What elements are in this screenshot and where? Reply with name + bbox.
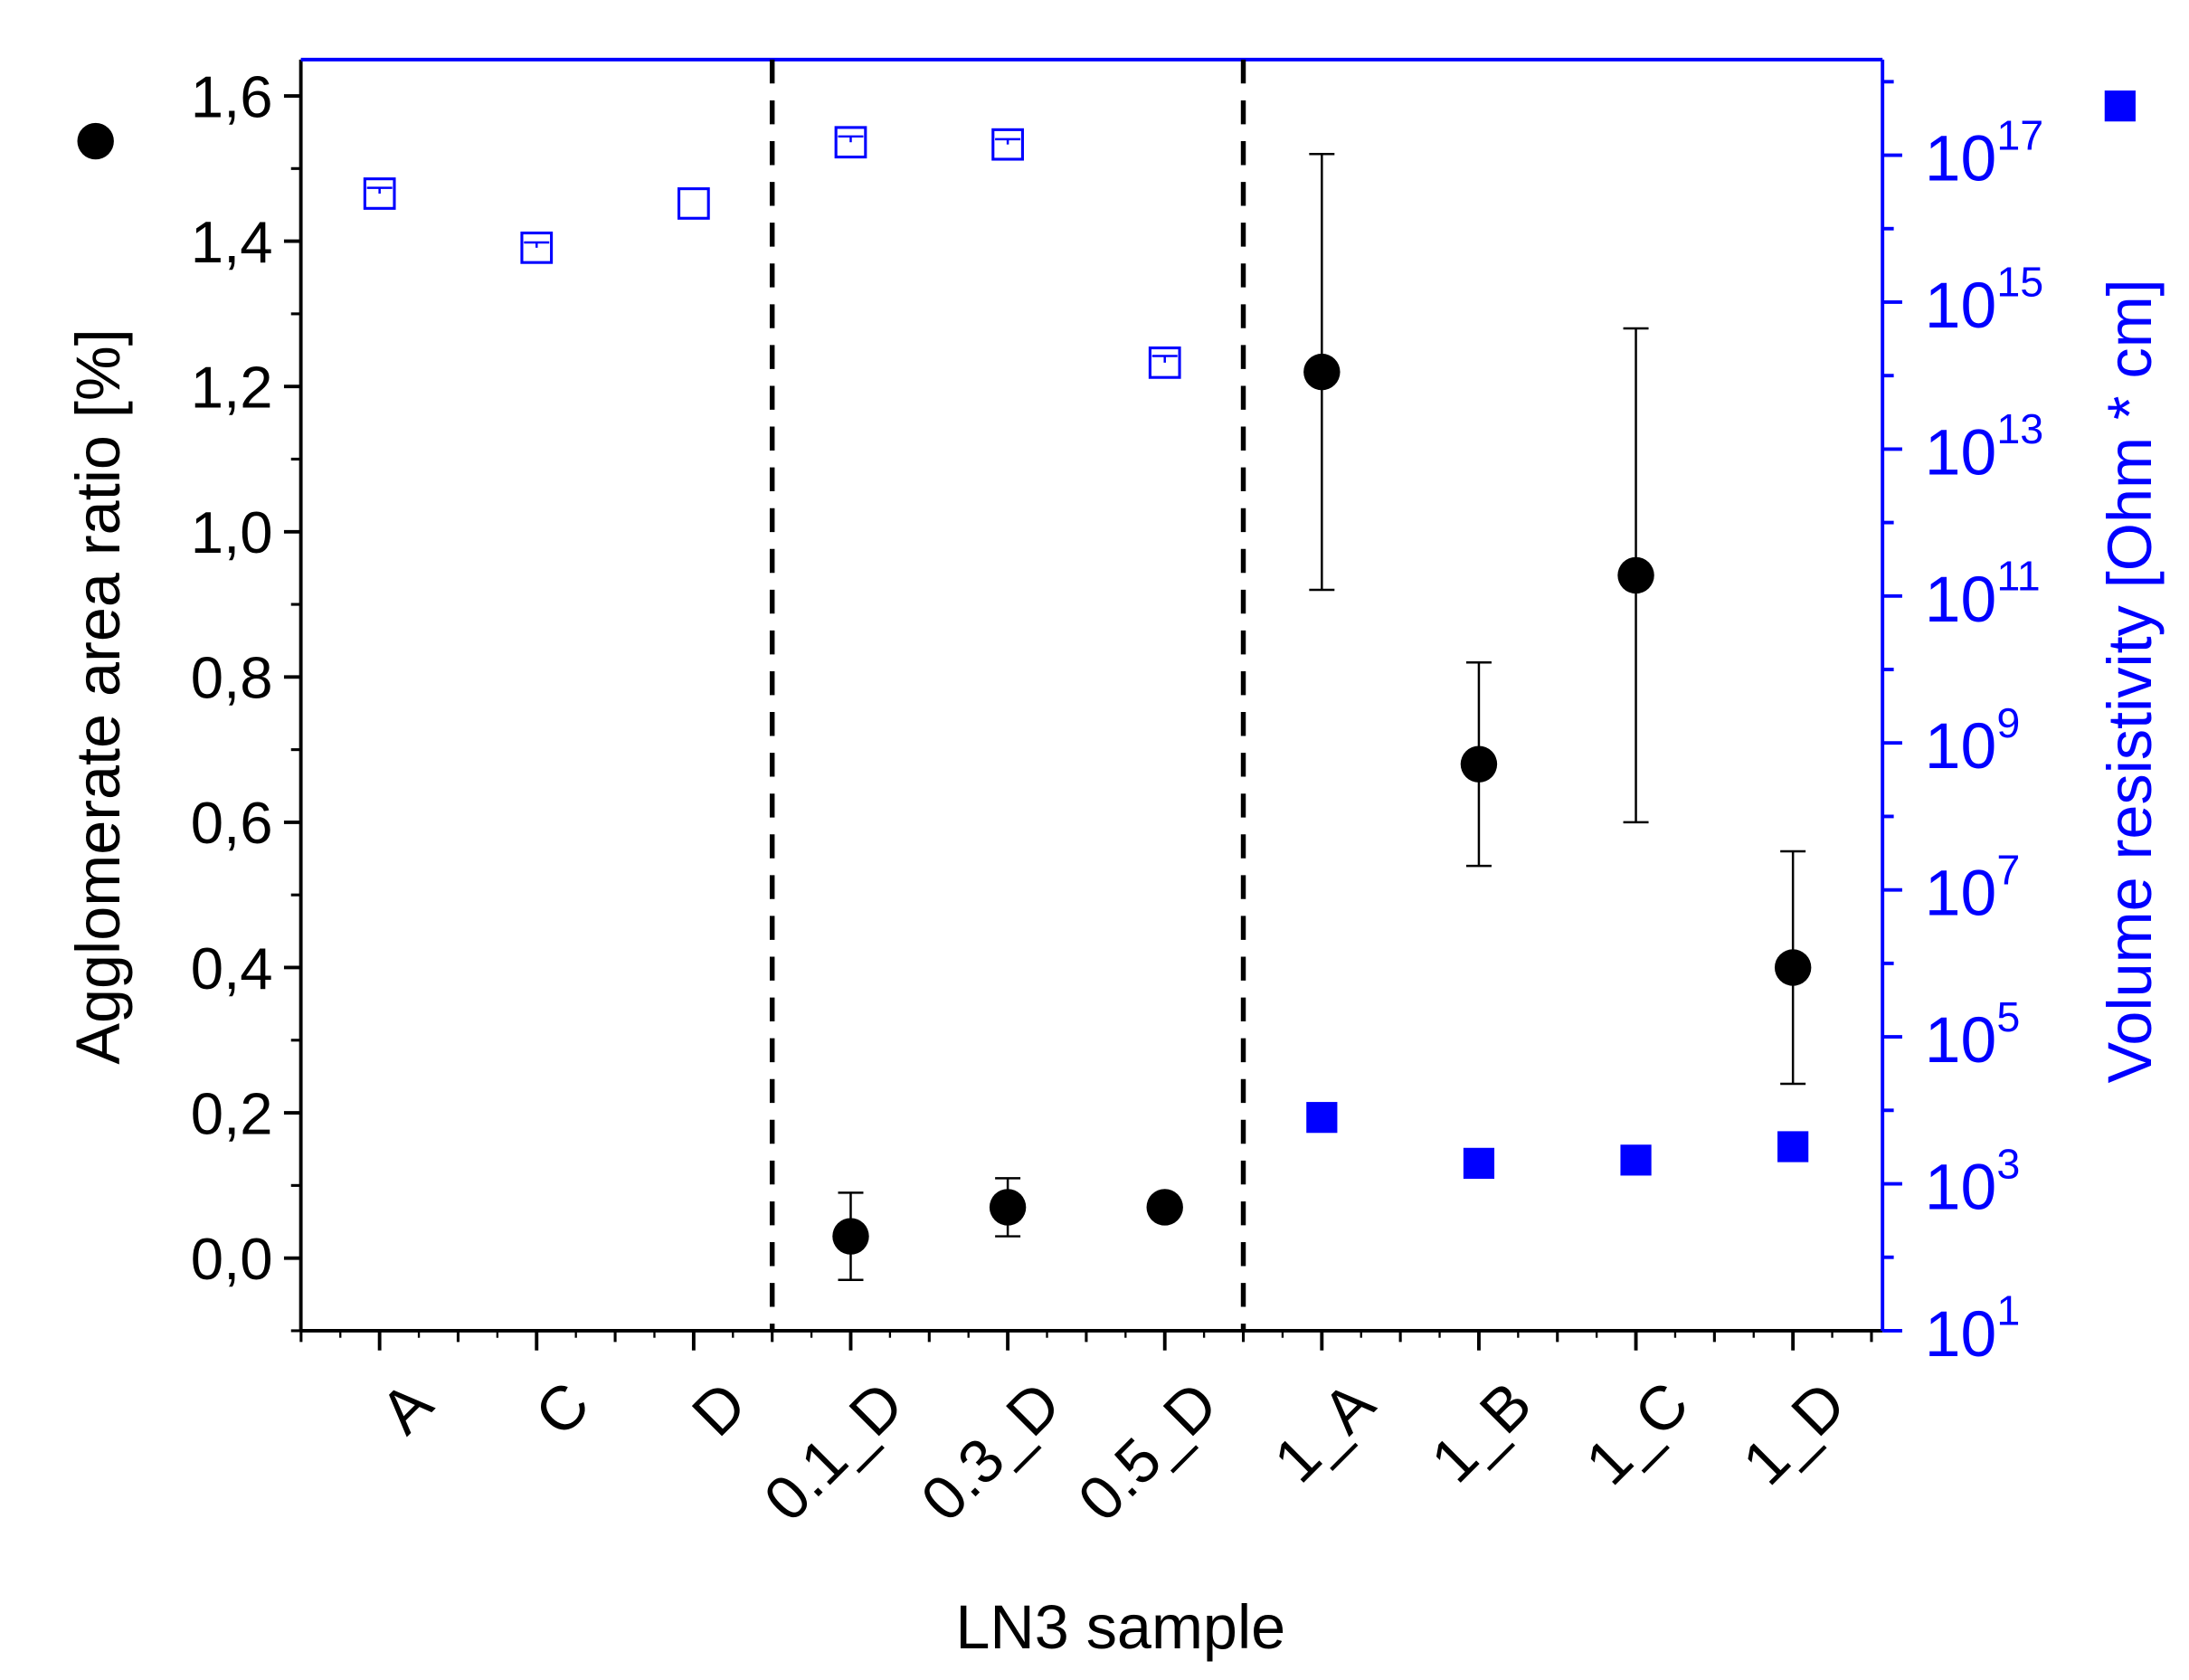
left-axis-tick-label: 0,6 [191, 790, 273, 856]
data-point-resistivity-filled [1777, 1131, 1809, 1163]
right-series-legend-marker [2104, 90, 2136, 122]
data-point-resistivity-open [991, 128, 1024, 161]
right-axis-tick-label: 1017 [1925, 111, 2043, 195]
left-axis-tick-label: 1,0 [191, 499, 273, 565]
data-point-agglomerate [1146, 1189, 1183, 1226]
right-axis-tick-label: 109 [1925, 699, 2020, 783]
data-point-agglomerate [989, 1189, 1027, 1226]
right-axis-tick-label: 1013 [1925, 405, 2043, 489]
x-axis-title: LN3 sample [955, 1593, 1285, 1662]
x-axis-tick-label: A [367, 1369, 445, 1447]
right-axis-tick-label: 1015 [1925, 259, 2043, 342]
left-axis-title: Agglomerate area ratio [%] [64, 328, 133, 1064]
data-point-resistivity-open [363, 177, 396, 210]
right-axis-tick-label: 103 [1925, 1140, 2020, 1223]
left-axis-tick-label: 1,2 [191, 354, 273, 420]
right-axis-title: Volume resistivity [Ohm * cm] [2096, 279, 2165, 1083]
data-point-agglomerate [1303, 353, 1341, 391]
x-axis-tick-label: 1_B [1418, 1369, 1545, 1495]
left-axis-tick-label: 0,8 [191, 645, 273, 711]
x-axis-tick-label: 0.5_D [1066, 1369, 1231, 1534]
data-point-agglomerate [1774, 949, 1812, 986]
left-axis-tick-label: 0,2 [191, 1080, 273, 1146]
data-point-resistivity-open [834, 126, 867, 159]
plot-area: 0,0 0,2 0,4 0,6 0,8 1,0 1,2 1,4 1,6 101 103 105 107 1… [191, 57, 2043, 1534]
data-point-resistivity-filled [1620, 1144, 1652, 1176]
data-point-resistivity-open [520, 231, 554, 264]
x-axis-tick-label: D [679, 1369, 760, 1449]
right-axis-tick-label: 105 [1925, 993, 2020, 1077]
x-axis-tick-label: 0.3_D [908, 1369, 1074, 1534]
left-axis-tick-label: 0,0 [191, 1226, 273, 1292]
x-axis-tick-label: 1_C [1573, 1369, 1701, 1497]
data-point-agglomerate [1617, 556, 1654, 594]
data-point-resistivity-open [1148, 346, 1181, 379]
x-axis-tick-label: 1_A [1261, 1369, 1388, 1495]
x-axis-tick-label: 1_D [1730, 1369, 1859, 1497]
data-point-resistivity-filled [1463, 1147, 1495, 1179]
x-axis-tick-label: 0.1_D [752, 1369, 917, 1534]
x-axis-tick-label: C [522, 1369, 602, 1449]
right-axis-tick-label: 101 [1925, 1287, 2020, 1371]
left-series-legend-marker [77, 122, 114, 160]
data-point-resistivity-filled [1306, 1102, 1338, 1134]
right-axis-tick-label: 1011 [1925, 553, 2041, 636]
right-axis-tick-label: 107 [1925, 846, 2020, 929]
data-point-agglomerate [832, 1218, 869, 1255]
data-point-agglomerate [1460, 745, 1498, 783]
left-axis-tick-label: 1,6 [191, 63, 273, 129]
left-axis-tick-label: 1,4 [191, 209, 273, 275]
left-axis-tick-label: 0,4 [191, 935, 273, 1001]
data-point-resistivity-open [678, 187, 710, 220]
